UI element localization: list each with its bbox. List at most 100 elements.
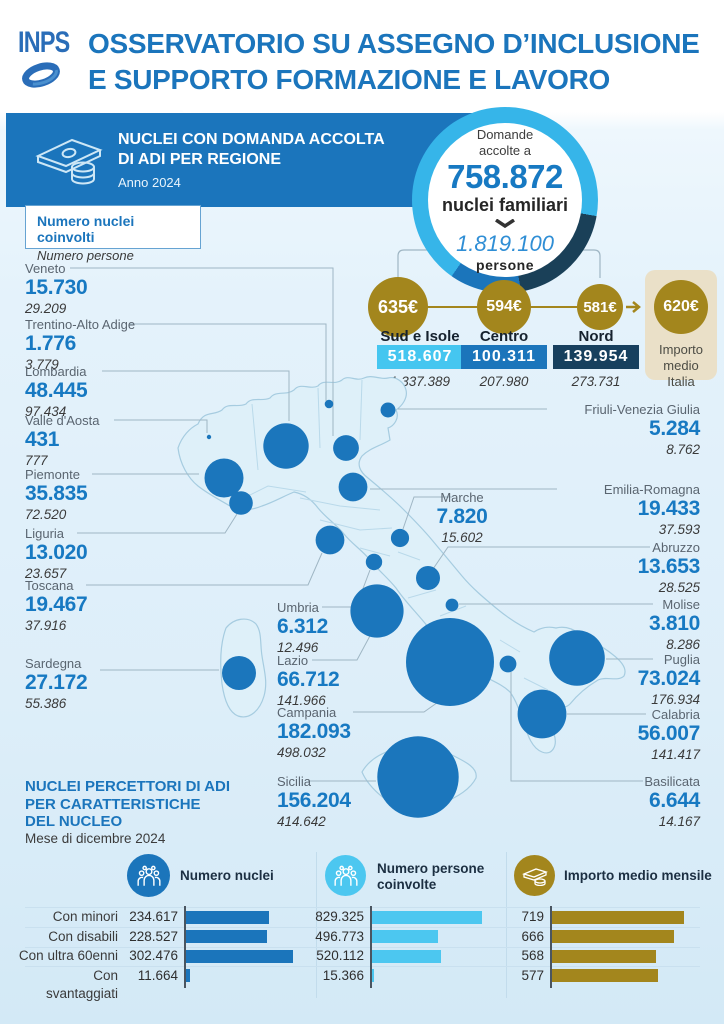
value-nuclei-minori: 234.617 — [129, 909, 178, 924]
region-label-liguria: Liguria 13.020 23.657 — [25, 526, 175, 582]
region-persone: 3.779 — [25, 357, 59, 372]
value-nuclei-svantaggiati: 11.664 — [137, 968, 178, 983]
value-importo-svantaggiati: 577 — [521, 968, 544, 983]
bar-nuclei-minori — [186, 911, 270, 924]
region-nuclei: 6.644 — [648, 789, 700, 812]
region-persone: 55.386 — [25, 696, 67, 711]
banner-title-line1: NUCLEI CON DOMANDA ACCOLTA — [118, 131, 385, 148]
region-persone: 28.525 — [658, 580, 700, 595]
region-nuclei: 66.712 — [277, 668, 340, 691]
region-persone: 141.417 — [651, 747, 700, 762]
region-label-emilia-romagna: Emilia-Romagna 19.433 37.593 — [550, 482, 700, 538]
region-name: Toscana — [25, 578, 74, 593]
bar-nuclei-ultra60 — [186, 950, 294, 963]
total-nuclei-value: 758.872 — [447, 158, 563, 195]
donut-caption: Domande accolte a — [477, 127, 533, 159]
region-name: Basilicata — [644, 774, 700, 789]
axis-persone — [370, 906, 372, 988]
total-donut-center: Domande accolte a 758.872 nuclei familia… — [428, 123, 582, 277]
value-persone-minori: 829.325 — [315, 909, 364, 924]
bubble-toscana — [315, 525, 345, 555]
bar-importo-svantaggiati — [552, 969, 658, 982]
bottom-title-line3: DEL NUCLEO — [25, 813, 123, 830]
legend-label-persone-line2: coinvolte — [377, 877, 437, 892]
bar-importo-disabili — [552, 930, 675, 943]
region-persone: 141.966 — [277, 693, 326, 708]
bar-persone-minori — [372, 911, 482, 924]
row-separator — [25, 907, 700, 908]
value-persone-disabili: 496.773 — [315, 929, 364, 944]
region-nuclei: 48.445 — [25, 379, 88, 402]
axis-nuclei — [184, 906, 186, 988]
bar-importo-minori — [552, 911, 684, 924]
bar-persone-ultra60 — [372, 950, 441, 963]
people-group-icon — [136, 865, 161, 886]
page-title: OSSERVATORIO SU ASSEGNO D’INCLUSIONE E S… — [88, 26, 718, 98]
importo-nord-circle: 581€ — [577, 284, 623, 330]
region-name: Veneto — [25, 261, 66, 276]
row-separator — [25, 947, 700, 948]
bubble-piemonte — [204, 458, 244, 498]
people-group-icon — [333, 865, 358, 886]
macro-nord-name: Nord — [578, 328, 614, 345]
region-name: Piemonte — [25, 467, 80, 482]
bubble-emilia-romagna — [338, 472, 368, 502]
inps-swoosh-icon — [22, 62, 60, 88]
region-name: Calabria — [651, 707, 700, 722]
region-nuclei: 56.007 — [637, 722, 701, 745]
region-label-campania: Campania 182.093 498.032 — [277, 705, 427, 761]
bubble-molise — [445, 598, 459, 612]
importo-italia-circle: 620€ — [654, 280, 708, 334]
region-name: Emilia-Romagna — [603, 482, 700, 497]
value-nuclei-disabili: 228.527 — [129, 929, 178, 944]
region-label-marche: Marche 7.820 15.602 — [418, 490, 506, 546]
region-nuclei: 13.653 — [637, 555, 701, 578]
value-importo-minori: 719 — [521, 909, 544, 924]
region-label-toscana: Toscana 19.467 37.916 — [25, 578, 175, 634]
region-name: Friuli-Venezia Giulia — [584, 402, 700, 417]
bubble-veneto — [333, 435, 359, 461]
region-name: Abruzzo — [652, 540, 700, 555]
macro-centro-name: Centro — [479, 328, 529, 345]
region-nuclei: 182.093 — [277, 720, 351, 743]
inps-logo: INPS — [18, 26, 82, 94]
region-nuclei: 431 — [25, 428, 60, 451]
legend-persone-label: Numero persone — [37, 248, 134, 263]
region-persone: 97.434 — [25, 404, 67, 419]
banner-subtitle: Anno 2024 — [118, 175, 181, 190]
bubble-umbria — [365, 553, 383, 571]
legend-label-persone-line1: Numero persone — [377, 861, 485, 876]
region-label-sardegna: Sardegna 27.172 55.386 — [25, 656, 175, 712]
category-con-disabili: Con disabili — [48, 929, 118, 944]
donut-caption-line1: Domande — [476, 127, 534, 142]
region-name: Valle d'Aosta — [25, 413, 100, 428]
region-nuclei: 27.172 — [25, 671, 88, 694]
region-label-trentino-alto-adige: Trentino-Alto Adige 1.776 3.779 — [25, 317, 175, 373]
bubble-trentino-alto-adige — [324, 399, 334, 409]
region-label-lazio: Lazio 66.712 141.966 — [277, 653, 427, 709]
row-separator — [25, 966, 700, 967]
column-divider — [506, 852, 507, 998]
region-label-molise: Molise 3.810 8.286 — [550, 597, 700, 653]
bottom-section-title: NUCLEI PERCETTORI DI ADI PER CARATTERIST… — [25, 778, 275, 831]
region-nuclei: 13.020 — [25, 541, 88, 564]
region-nuclei: 73.024 — [637, 667, 701, 690]
macro-sud-nuclei-badge: 518.607 — [377, 345, 463, 369]
italy-average-label: Importo medio Italia — [658, 342, 704, 389]
bubble-basilicata — [499, 655, 517, 673]
legend-nuclei-label: Numero nuclei coinvolti — [37, 213, 135, 245]
legend-label-importo: Importo medio mensile — [564, 868, 712, 883]
region-nuclei: 35.835 — [25, 482, 88, 505]
page-title-line2: E SUPPORTO FORMAZIONE E LAVORO — [88, 64, 611, 95]
sardegna-island — [220, 618, 267, 718]
legend-label-nuclei: Numero nuclei — [180, 868, 274, 883]
region-name: Campania — [277, 705, 337, 720]
region-persone: 15.602 — [441, 530, 483, 545]
column-divider — [316, 852, 317, 998]
bar-importo-ultra60 — [552, 950, 657, 963]
region-persone: 777 — [25, 453, 48, 468]
region-label-basilicata: Basilicata 6.644 14.167 — [550, 774, 700, 830]
region-persone: 176.934 — [651, 692, 700, 707]
region-nuclei: 6.312 — [277, 615, 329, 638]
